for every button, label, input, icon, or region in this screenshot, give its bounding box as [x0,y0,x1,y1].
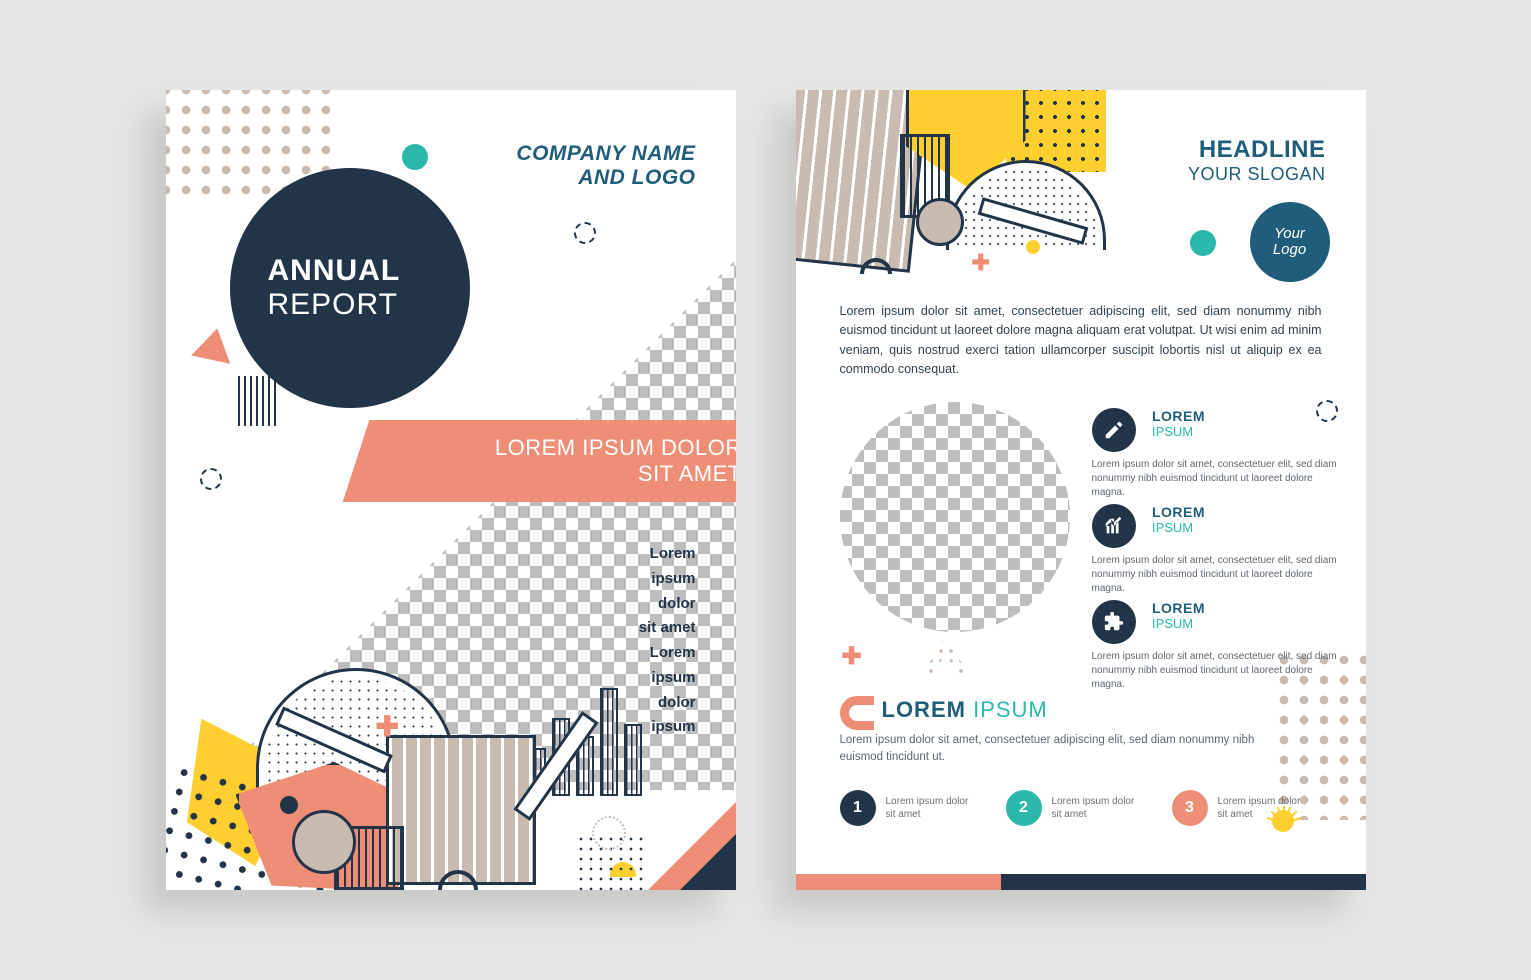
title-line2: REPORT [268,288,470,322]
footer-bar [796,874,1366,890]
section-heading: LOREM IPSUM [882,697,1048,723]
c-shape-icon [840,696,874,730]
numbered-list: 1 Lorem ipsum dolor sit amet 2 Lorem ips… [840,790,1304,826]
dashed-circle-decor [200,468,222,490]
number-badge: 2 [1006,790,1042,826]
plus-icon: ✚ [972,250,990,276]
numbered-item: 1 Lorem ipsum dolor sit amet [840,790,972,826]
puzzle-icon [1092,600,1136,644]
number-badge: 1 [840,790,876,826]
company-name: COMPANY NAME AND LOGO [516,142,695,190]
squiggle-decor [238,376,278,426]
numbered-item: 2 Lorem ipsum dolor sit amet [1006,790,1138,826]
taupe-circle-decor [916,198,964,246]
subtitle-text: LOREM IPSUM DOLOR SIT AMET [495,435,736,488]
pencil-icon [1092,408,1136,452]
back-cover: ✚ HEADLINE YOUR SLOGAN Your Logo Lorem i… [796,90,1366,890]
numbered-text: Lorem ipsum dolor sit amet [886,795,972,822]
plus-icon: ✚ [842,642,862,671]
corner-triangle-navy [674,828,736,890]
navy-dot-decor [280,796,298,814]
feature-item: LOREM IPSUM Lorem ipsum dolor sit amet, … [1092,408,1342,500]
number-badge: 3 [1172,790,1208,826]
taupe-circle-decor [292,810,356,874]
image-placeholder-circle [840,402,1070,632]
plus-icon: ✚ [376,710,399,743]
slogan: YOUR SLOGAN [1188,164,1326,185]
headline-block: HEADLINE YOUR SLOGAN [1188,136,1326,185]
headline: HEADLINE [1188,136,1326,164]
front-cover: COMPANY NAME AND LOGO ANNUAL REPORT LORE… [166,90,736,890]
yellow-dot-decor [1026,240,1040,254]
section-desc: Lorem ipsum dolor sit amet, consectetuer… [840,732,1286,767]
subtitle-banner: LOREM IPSUM DOLOR SIT AMET [342,420,735,502]
company-line1: COMPANY NAME [516,142,695,166]
dashed-circle-decor [574,222,596,244]
title-line1: ANNUAL [268,254,470,288]
cyan-dot-decor [1190,230,1216,256]
numbered-text: Lorem ipsum dolor sit amet [1052,795,1138,822]
dotted-triangles-decor [906,636,986,676]
company-line2: AND LOGO [516,166,695,190]
feature-item: LOREM IPSUM Lorem ipsum dolor sit amet, … [1092,504,1342,596]
chart-icon [1092,504,1136,548]
feature-item: LOREM IPSUM Lorem ipsum dolor sit amet, … [1092,600,1342,692]
title-circle: ANNUAL REPORT [230,168,470,408]
logo-circle: Your Logo [1250,202,1330,282]
wavy-square-decor [386,735,536,885]
sunburst-icon [1256,797,1310,824]
burst-circle-decor [592,816,626,850]
cyan-dot-decor [402,144,428,170]
triangle-decor [191,324,237,364]
intro-paragraph: Lorem ipsum dolor sit amet, consectetuer… [840,302,1322,380]
